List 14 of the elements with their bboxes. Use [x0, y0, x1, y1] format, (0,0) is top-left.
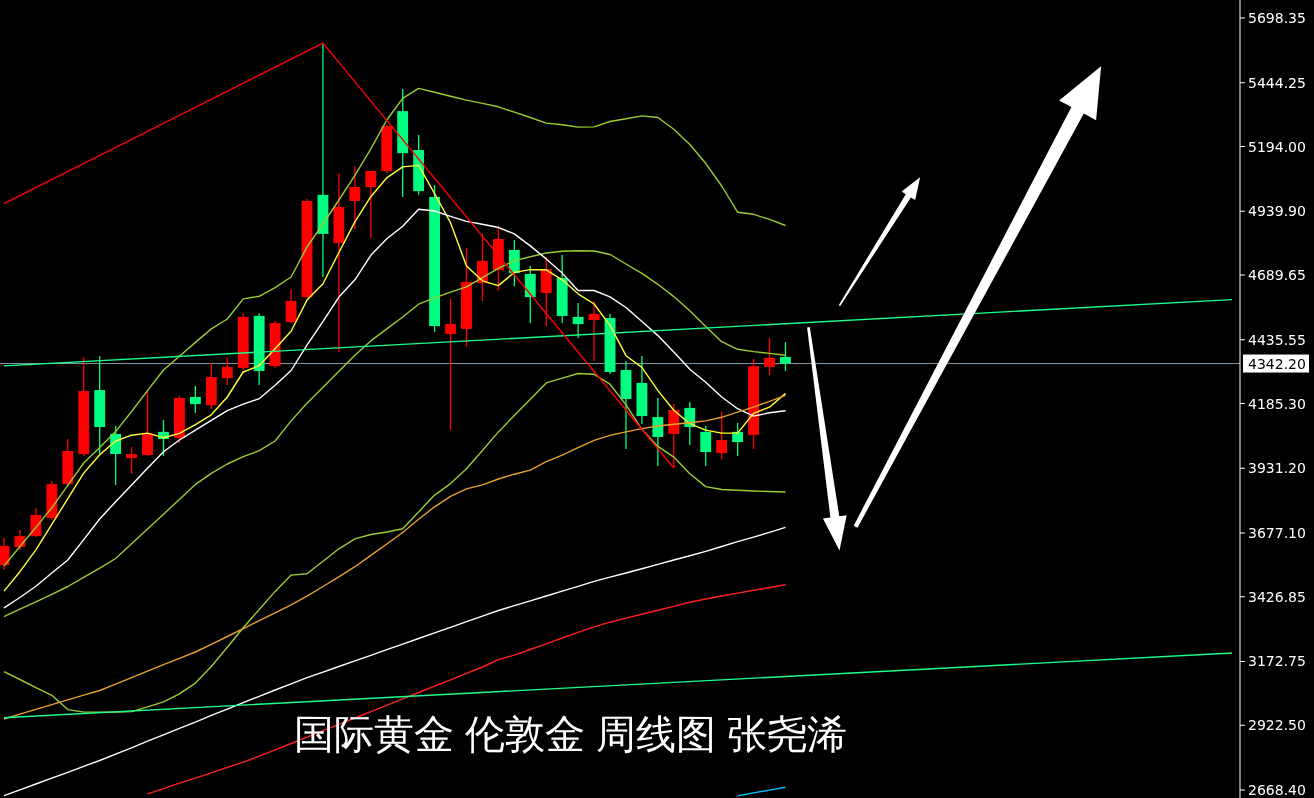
y-tick-label: 5194.00: [1248, 138, 1306, 155]
y-tick-label: 3172.75: [1248, 653, 1306, 670]
y-tick-label: 3931.20: [1248, 460, 1306, 477]
ref-line-label: 4342.20: [1248, 355, 1306, 372]
y-tick-label: 3677.10: [1248, 524, 1306, 541]
y-tick-label: 4435.55: [1248, 331, 1306, 348]
y-tick-label: 2668.40: [1248, 782, 1306, 798]
y-tick-label: 4185.30: [1248, 395, 1306, 412]
y-tick-label: 3426.85: [1248, 588, 1306, 605]
y-tick-label: 5444.25: [1248, 74, 1306, 91]
y-tick-label: 5698.35: [1248, 10, 1306, 26]
y-tick-label: 4939.90: [1248, 203, 1306, 220]
y-tick-label: 2922.50: [1248, 717, 1306, 734]
y-tick-label: 4689.65: [1248, 267, 1306, 284]
